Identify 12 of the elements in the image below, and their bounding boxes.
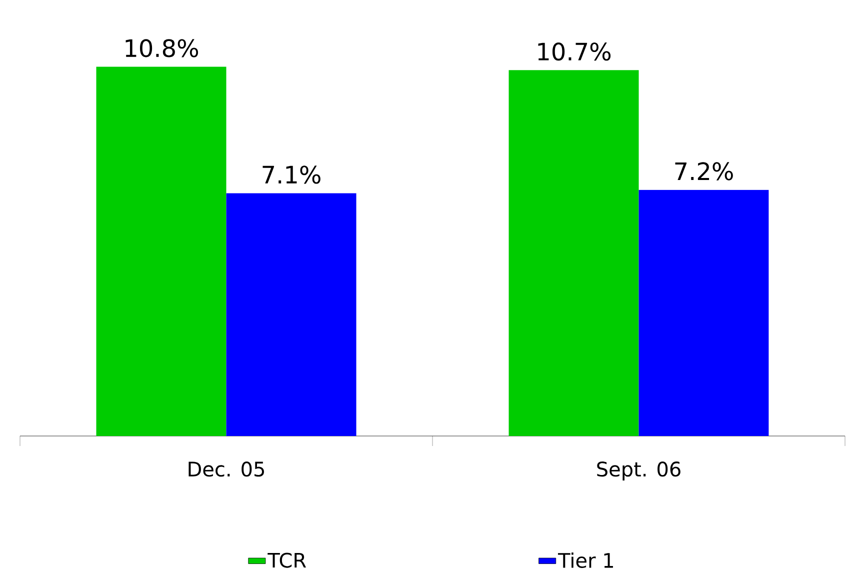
bar xyxy=(226,193,356,436)
bar xyxy=(638,190,769,436)
data-label: 7.1% xyxy=(262,166,320,184)
legend-label: Tier 1 xyxy=(558,552,613,568)
x-tick-label: Sept. 06 xyxy=(597,462,680,481)
data-label: 7.2% xyxy=(675,162,733,180)
bar xyxy=(96,66,226,436)
data-label: 10.7% xyxy=(538,42,611,61)
x-tick-label: Dec. 05 xyxy=(188,462,264,477)
data-label: 10.8% xyxy=(126,39,198,58)
legend-label: TCR xyxy=(268,552,306,568)
bar xyxy=(508,70,639,436)
